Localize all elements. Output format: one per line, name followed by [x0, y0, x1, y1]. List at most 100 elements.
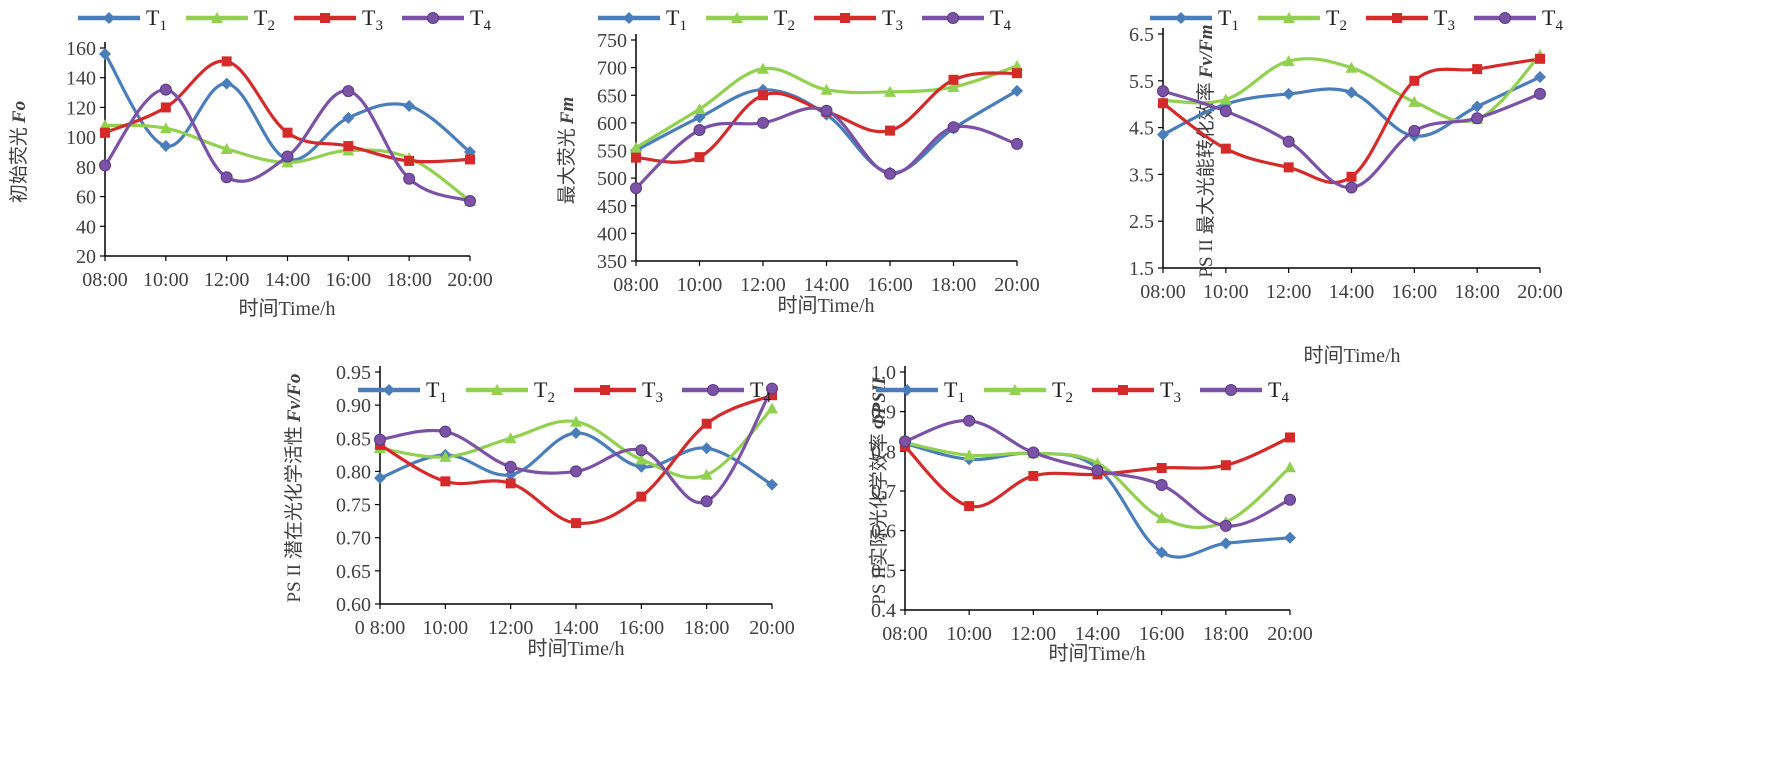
chart-3: 1.5 2.5 3.5 4.5 5.5 6.5 08:00 10:00 12:00 14:00 16…: [1129, 24, 1563, 367]
data-point-t4: [159, 83, 172, 96]
series-line-t3: [104, 59, 471, 164]
x-tick-label: 0 8:00: [355, 617, 406, 639]
x-tick-label: 14:00: [553, 617, 599, 639]
data-point-t4: [374, 433, 386, 446]
x-tick-label: 12:00: [1011, 623, 1057, 645]
data-point-t4: [630, 182, 642, 195]
legend-label-t2: T2: [254, 5, 275, 34]
data-point-t4: [1282, 135, 1295, 148]
x-tick-label: 10:00: [423, 617, 469, 639]
y-tick-label: 350: [597, 251, 627, 273]
data-point-t1: [1155, 546, 1168, 559]
legend-label-t1: T1: [146, 5, 167, 34]
x-tick-label: 12:00: [488, 617, 534, 639]
data-point-t4: [220, 171, 233, 184]
data-point-t4: [281, 150, 294, 163]
data-point-t4: [439, 425, 452, 438]
x-tick-label: 12:00: [740, 274, 786, 296]
y-tick-label: 80: [76, 157, 96, 179]
y-tick-label: 0.75: [336, 495, 371, 517]
data-point-t1: [403, 99, 416, 112]
x-axis-label: 时间Time/h: [777, 294, 874, 317]
y-tick-label: 100: [66, 127, 96, 149]
data-point-t3: [1285, 432, 1295, 443]
legend-marker-t1: [1175, 12, 1187, 24]
x-tick-label: 16:00: [1139, 623, 1185, 645]
data-point-t2: [884, 85, 896, 97]
data-point-t2: [570, 415, 582, 427]
data-point-t4: [1011, 137, 1023, 150]
data-point-t4: [99, 159, 111, 172]
x-axis-label: 时间Time/h: [1048, 642, 1145, 665]
x-tick-label: 16:00: [326, 269, 372, 291]
data-point-t4: [504, 460, 517, 473]
data-point-t2: [700, 468, 713, 480]
data-point-t4: [820, 104, 833, 117]
legend-label-t3: T3: [362, 5, 383, 34]
legend-label-t3: T3: [1434, 5, 1455, 34]
chart-1: 20 40 60 80 100 120 140 160 08:00 10:00 12:00 14:00…: [8, 38, 493, 320]
data-point-t2: [220, 143, 233, 155]
y-axis-label: 最大荧光Fm: [556, 97, 578, 204]
data-point-t3: [1409, 75, 1420, 86]
x-axis-label: 时间Time/h: [1303, 344, 1400, 367]
legend-label-t1: T1: [944, 377, 965, 406]
data-point-t1: [766, 478, 778, 491]
x-tick-label: 14:00: [265, 269, 311, 291]
data-point-t3: [282, 127, 293, 138]
y-tick-label: 0.7: [871, 481, 896, 503]
data-point-t3: [767, 390, 777, 401]
y-tick-label: 0.65: [336, 561, 371, 583]
legend-marker-t2: [1283, 12, 1295, 23]
data-point-t2: [1282, 55, 1295, 67]
data-point-t4: [1534, 87, 1546, 100]
y-axis-label: PS II实际光化学效率ΦPSII: [868, 377, 890, 605]
legend-marker-t2: [211, 12, 223, 23]
data-point-t2: [693, 103, 706, 115]
x-tick-label: 18:00: [386, 269, 432, 291]
data-point-t4: [947, 121, 960, 134]
data-point-t4: [700, 495, 713, 508]
x-tick-label: 18:00: [684, 617, 730, 639]
y-tick-label: 650: [597, 85, 627, 107]
series-line-t1: [1162, 75, 1541, 138]
legend-label-t2: T2: [534, 377, 555, 406]
legend-label-t4: T4: [1542, 5, 1563, 34]
data-point-t1: [220, 77, 233, 90]
y-tick-label: 600: [597, 113, 627, 135]
data-point-t4: [1091, 464, 1104, 477]
data-point-t4: [693, 124, 706, 137]
data-point-t3: [1346, 171, 1357, 182]
legend-chart-3: T1 T2 T3 T4: [1150, 5, 1563, 34]
data-point-t2: [635, 453, 648, 465]
data-point-t3: [1472, 64, 1483, 75]
y-tick-label: 550: [597, 141, 627, 163]
series-line-t2: [904, 441, 1292, 530]
data-point-t2: [1408, 95, 1421, 107]
y-tick-label: 0.85: [336, 428, 371, 450]
data-point-t1: [570, 426, 582, 439]
data-point-t4: [766, 382, 778, 395]
y-tick-label: 140: [66, 68, 96, 90]
data-point-t4: [635, 444, 648, 457]
y-tick-label: 500: [597, 168, 627, 190]
data-point-t4: [1157, 85, 1169, 98]
data-point-t3: [758, 90, 768, 101]
y-tick-label: 0.70: [336, 528, 371, 550]
x-tick-label: 10:00: [143, 269, 189, 291]
data-point-t4: [1471, 112, 1484, 125]
data-point-t3: [694, 152, 705, 163]
y-tick-label: 0.60: [336, 594, 371, 616]
y-axis-label: 初始荧光Fo: [8, 101, 30, 203]
data-point-t3: [964, 501, 975, 512]
data-point-t1: [374, 472, 386, 485]
data-point-t1: [1219, 537, 1232, 550]
y-axis-label: PS II 潜在光化学活性Fv/Fo: [283, 374, 305, 603]
data-point-t4: [884, 167, 896, 180]
data-point-t3: [465, 154, 475, 165]
legend-marker-t1: [383, 384, 395, 396]
legend-label-t4: T4: [470, 5, 491, 34]
data-point-t3: [636, 491, 647, 502]
x-tick-label: 20:00: [1267, 623, 1313, 645]
